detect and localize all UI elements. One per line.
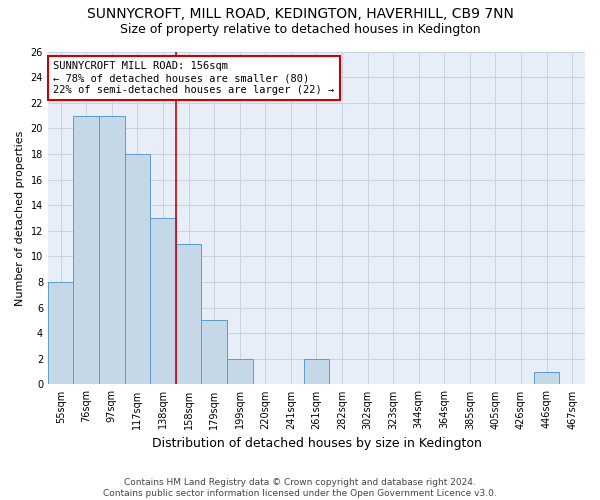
Bar bbox=[125, 154, 150, 384]
Bar bbox=[202, 320, 227, 384]
Text: SUNNYCROFT, MILL ROAD, KEDINGTON, HAVERHILL, CB9 7NN: SUNNYCROFT, MILL ROAD, KEDINGTON, HAVERH… bbox=[86, 8, 514, 22]
Bar bbox=[48, 282, 73, 384]
Bar bbox=[227, 359, 253, 384]
Y-axis label: Number of detached properties: Number of detached properties bbox=[15, 130, 25, 306]
Bar bbox=[99, 116, 125, 384]
Text: Size of property relative to detached houses in Kedington: Size of property relative to detached ho… bbox=[119, 22, 481, 36]
Text: SUNNYCROFT MILL ROAD: 156sqm
← 78% of detached houses are smaller (80)
22% of se: SUNNYCROFT MILL ROAD: 156sqm ← 78% of de… bbox=[53, 62, 335, 94]
X-axis label: Distribution of detached houses by size in Kedington: Distribution of detached houses by size … bbox=[152, 437, 481, 450]
Bar bbox=[176, 244, 202, 384]
Text: Contains HM Land Registry data © Crown copyright and database right 2024.
Contai: Contains HM Land Registry data © Crown c… bbox=[103, 478, 497, 498]
Bar bbox=[150, 218, 176, 384]
Bar bbox=[534, 372, 559, 384]
Bar bbox=[73, 116, 99, 384]
Bar bbox=[304, 359, 329, 384]
